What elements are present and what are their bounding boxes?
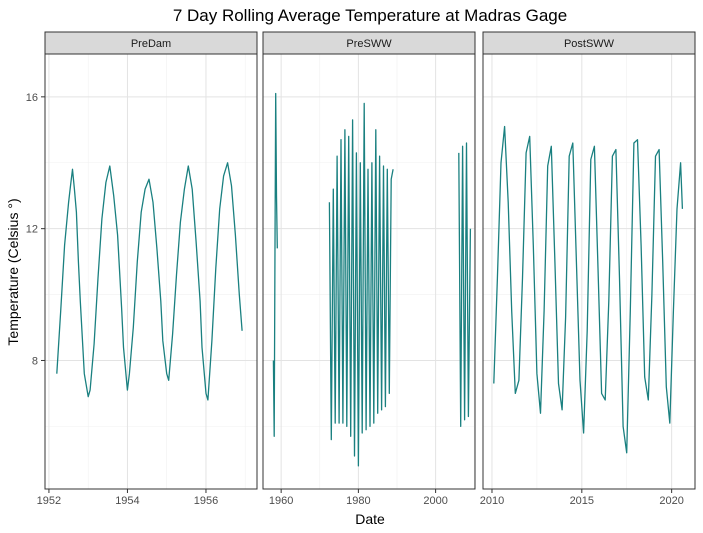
plot-background — [45, 54, 257, 489]
temperature-line-presww-2 — [458, 142, 472, 428]
panel-border — [262, 53, 476, 490]
temperature-line-presww-1 — [328, 102, 394, 467]
y-tick-label: 16 — [26, 92, 38, 104]
x-tick-label: 1952 — [37, 495, 61, 507]
x-tick-label: 2015 — [570, 495, 594, 507]
x-axis-title: Date — [355, 511, 385, 527]
y-tick-label: 8 — [32, 355, 38, 367]
panel-postsww: PostSWW 2010 2015 2020 — [480, 31, 696, 507]
panel-presww: PreSWW 1960 1980 2000 — [262, 31, 476, 507]
temperature-line-postsww-0 — [493, 125, 684, 454]
strip-label: PreDam — [131, 38, 171, 50]
panels: PreDam 1952 1954 1956 PreSWW 1960 1980 2000 Post… — [37, 31, 696, 507]
y-axis-title: Temperature (Celsius °) — [5, 198, 21, 345]
panel-border — [44, 53, 258, 490]
panel-predam: PreDam 1952 1954 1956 — [37, 31, 258, 507]
x-tick-label: 1954 — [115, 495, 139, 507]
x-tick-label: 1980 — [346, 495, 370, 507]
x-tick-label: 2020 — [659, 495, 683, 507]
y-tick-label: 12 — [26, 224, 38, 236]
x-tick-label: 1956 — [194, 495, 218, 507]
strip-label: PostSWW — [564, 38, 615, 50]
x-tick-label: 2010 — [480, 495, 504, 507]
chart-title: 7 Day Rolling Average Temperature at Mad… — [173, 6, 567, 25]
temperature-line-predam-0 — [56, 162, 243, 401]
strip-label: PreSWW — [346, 38, 392, 50]
panel-border — [482, 53, 696, 490]
temperature-line-presww-0 — [272, 92, 278, 437]
x-tick-label: 2000 — [423, 495, 447, 507]
y-axis: 8 12 16 — [26, 92, 45, 367]
x-tick-label: 1960 — [269, 495, 293, 507]
